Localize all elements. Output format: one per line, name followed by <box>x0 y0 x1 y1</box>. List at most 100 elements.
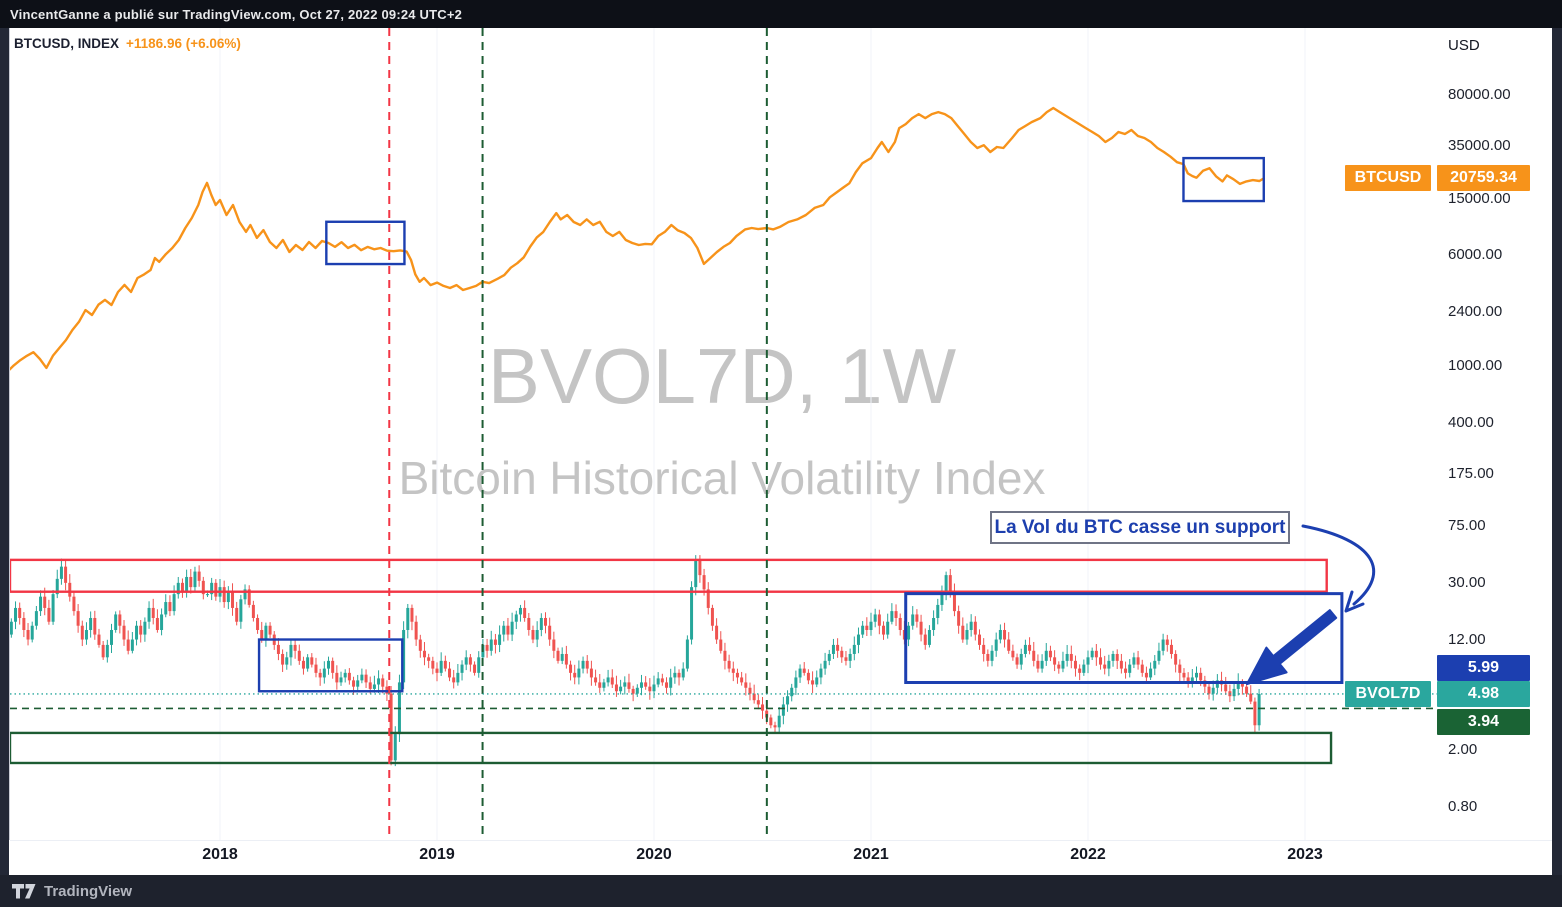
candle-body <box>205 594 209 596</box>
candle-body <box>573 672 577 678</box>
candle-body <box>1073 660 1077 669</box>
candle-body <box>544 617 547 626</box>
candle-body <box>723 650 727 661</box>
candle-body <box>1028 644 1032 651</box>
tradingview-brand[interactable]: TradingView <box>12 883 132 900</box>
left-frame-strip <box>0 28 9 875</box>
candle-body <box>1086 657 1090 665</box>
candle-body <box>844 657 848 661</box>
symbol-legend[interactable]: BTCUSD, INDEX +1186.96 (+6.06%) <box>14 36 241 51</box>
candle-body <box>644 682 648 687</box>
candle-body <box>489 639 493 651</box>
candle-body <box>210 582 214 595</box>
candle-body <box>89 617 93 630</box>
candle-body <box>756 700 760 705</box>
candle-body <box>1211 687 1215 694</box>
candle-body <box>155 617 159 630</box>
candle-body <box>14 607 18 622</box>
candle-body <box>464 657 468 665</box>
candle-body <box>1174 653 1178 665</box>
time-axis-label: 2021 <box>853 846 889 863</box>
candle-body <box>548 625 552 640</box>
candle-body <box>410 607 414 622</box>
candle-body <box>418 639 422 651</box>
candle-body <box>1144 672 1148 678</box>
green-support-zone-box[interactable] <box>8 731 1333 765</box>
candle-body <box>1061 660 1065 669</box>
candle-body <box>961 625 965 640</box>
candle-body <box>285 657 289 665</box>
candle-body <box>1015 657 1019 665</box>
breakdown-arrow-icon[interactable] <box>1246 609 1338 685</box>
candle-body <box>1111 653 1115 661</box>
candle-body <box>122 625 126 640</box>
candle-body <box>197 571 201 581</box>
candle-body <box>523 607 527 618</box>
candle-body <box>331 660 335 673</box>
candle-body <box>189 576 193 588</box>
candle-body <box>861 625 865 635</box>
candle-body <box>952 591 956 612</box>
candle-body <box>264 625 268 640</box>
blue-box-btc-2018[interactable] <box>325 220 406 266</box>
candle-body <box>727 660 731 669</box>
candle-body <box>1124 668 1128 673</box>
candle-body <box>919 621 923 635</box>
annotation-callout[interactable]: La Vol du BTC casse un support <box>990 511 1290 544</box>
candle-body <box>581 660 585 669</box>
candle-body <box>752 693 756 701</box>
candle-body <box>247 589 251 605</box>
candle-body <box>907 625 911 640</box>
price-tag-label-bvol7d: BVOL7D <box>1345 680 1431 707</box>
candle-body <box>798 668 802 678</box>
curved-arrow[interactable] <box>1301 524 1375 606</box>
candle-body <box>957 611 961 626</box>
candle-body <box>473 664 477 673</box>
candle-body <box>927 629 931 645</box>
candle-body <box>869 621 873 630</box>
candle-body <box>160 614 164 630</box>
price-axis-label: 2.00 <box>1448 741 1478 759</box>
candle-body <box>1128 664 1132 673</box>
candle-body <box>381 678 385 687</box>
candle-body <box>456 672 460 683</box>
candle-body <box>22 617 26 630</box>
candle-body <box>719 639 723 651</box>
candle-body <box>498 634 502 645</box>
blue-box-vol-2018[interactable] <box>257 638 404 693</box>
candle-body <box>34 611 38 626</box>
candle-body <box>873 614 877 622</box>
candle-body <box>310 657 314 665</box>
candle-body <box>30 625 34 640</box>
price-axis-label: 0.80 <box>1448 798 1478 815</box>
candle-body <box>452 677 456 683</box>
price-axis-label: 80000.00 <box>1448 86 1511 103</box>
candle-body <box>710 607 714 626</box>
candle-body <box>518 607 522 615</box>
candle-body <box>882 625 886 635</box>
candle-body <box>1103 664 1107 669</box>
candle-body <box>1119 660 1123 669</box>
blue-box-btc-current[interactable] <box>1182 156 1265 203</box>
candle-body <box>627 682 631 689</box>
candle-body <box>139 625 143 635</box>
candle-body <box>1257 693 1261 726</box>
candle-body <box>47 607 51 622</box>
candle-body <box>268 625 272 635</box>
candle-body <box>64 566 68 583</box>
candle-body <box>322 668 326 678</box>
price-axis-label: 12.00 <box>1448 630 1486 648</box>
candle-body <box>1023 644 1027 654</box>
candle-body <box>836 644 840 651</box>
candle-body <box>114 614 118 630</box>
candle-body <box>1207 686 1211 694</box>
candle-body <box>923 634 927 645</box>
red-resistance-zone-box[interactable] <box>8 558 1328 593</box>
candle-body <box>635 687 639 694</box>
candle-body <box>372 684 376 689</box>
blue-box-vol-current[interactable] <box>904 592 1344 684</box>
price-tag-value: 3.94 <box>1437 708 1530 735</box>
candle-body <box>214 582 218 597</box>
publish-info-bar: VincentGanne a publié sur TradingView.co… <box>0 0 1562 28</box>
